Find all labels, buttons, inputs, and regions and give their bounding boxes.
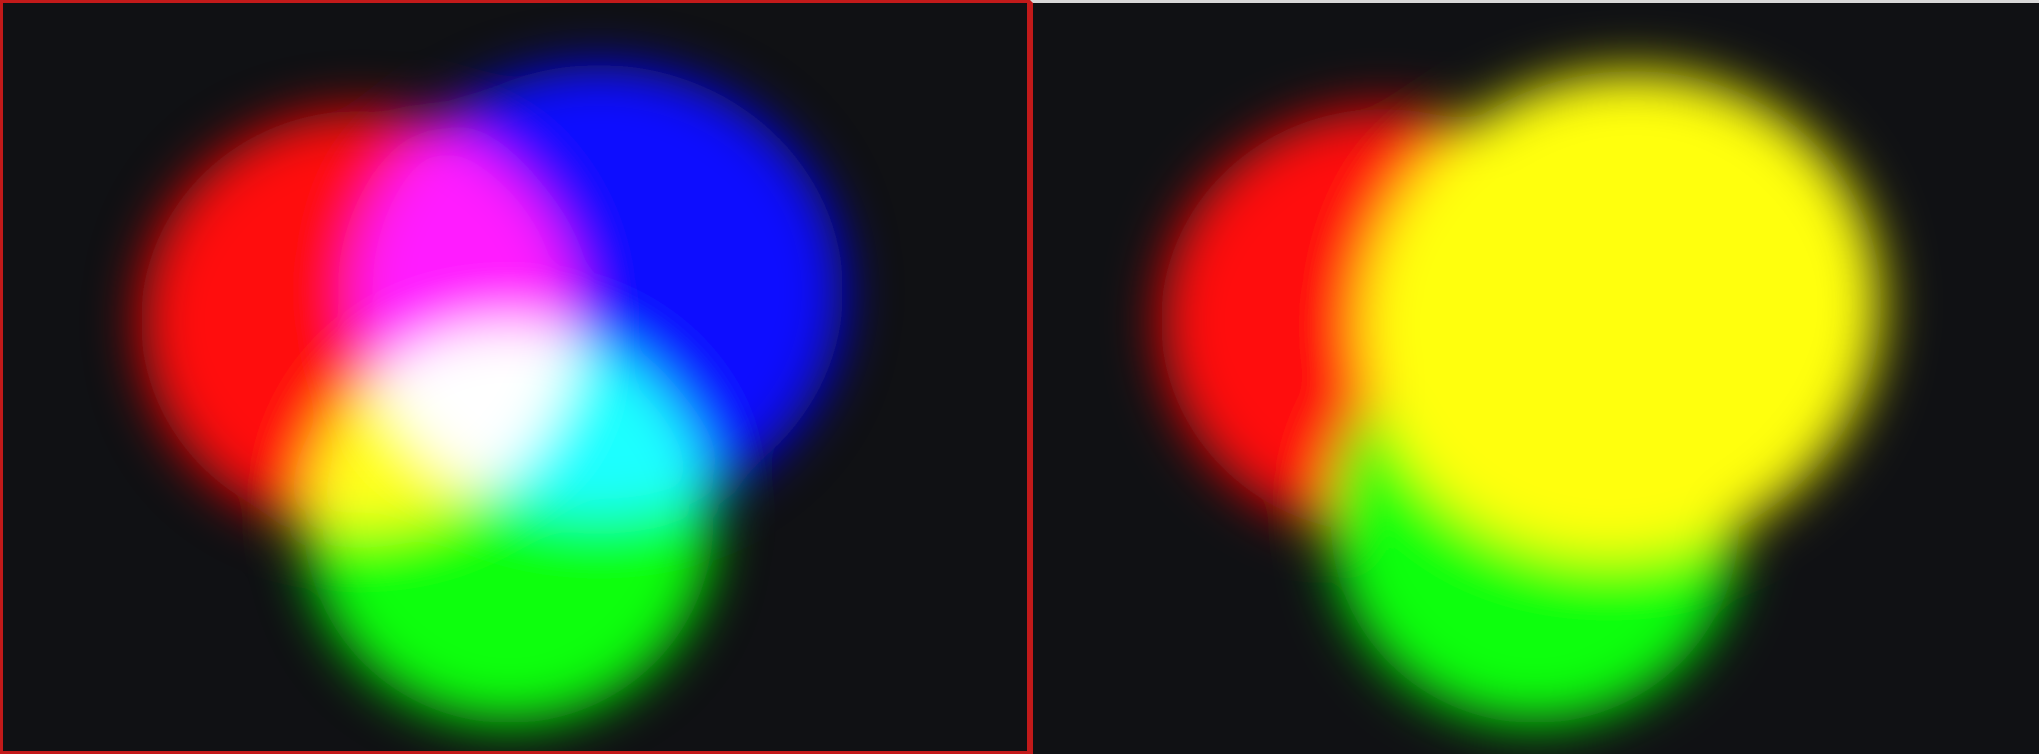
light-green (305, 323, 713, 723)
additive-blend-panel (0, 0, 1030, 754)
opaque-stack-scene (1033, 3, 2039, 754)
opaque-stack-panel (1030, 0, 2039, 754)
additive-blend-scene (3, 3, 1027, 751)
light-yellow (1360, 71, 1882, 559)
